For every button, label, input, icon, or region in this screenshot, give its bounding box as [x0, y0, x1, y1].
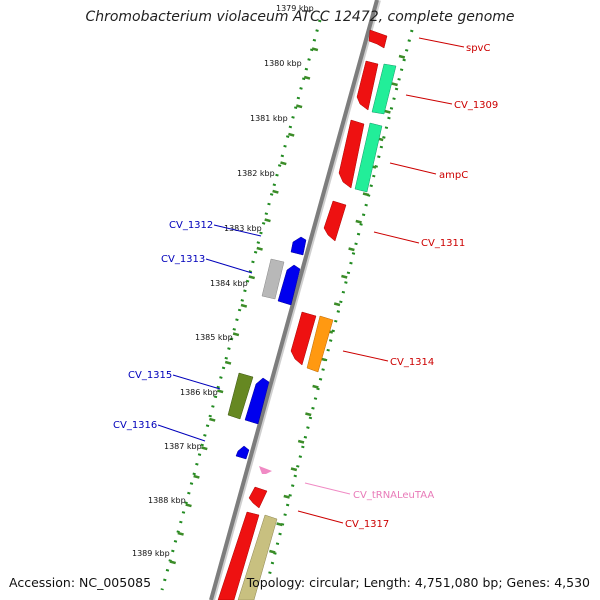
tick-mark-left [232, 332, 240, 337]
leader-line-ampC [389, 162, 437, 175]
tick-mark-left [193, 474, 200, 479]
leader-line-CV_1315 [172, 374, 221, 390]
gene-label-CV_1309[interactable]: CV_1309 [454, 100, 498, 111]
tick-mark-left [216, 389, 224, 394]
tick-label: 1381 kbp [250, 114, 288, 123]
tick-mark-right [290, 467, 298, 472]
tick-mark-right [312, 384, 319, 389]
tick-mark-right [341, 274, 348, 279]
gene-label-CV_1311[interactable]: CV_1311 [421, 238, 465, 249]
gene-feature-red-4[interactable] [217, 511, 260, 600]
tick-mark-left [295, 104, 303, 109]
leader-line-spvC [418, 37, 465, 48]
tick-mark-left [272, 189, 279, 194]
gene-feature-red-1[interactable] [356, 60, 379, 111]
gene-feature-CV_1316[interactable] [235, 445, 250, 460]
gene-label-CV_1313[interactable]: CV_1313 [161, 254, 205, 265]
gene-label-CV_tRNALeuTAA[interactable]: CV_tRNALeuTAA [353, 490, 434, 501]
gene-label-CV_1312[interactable]: CV_1312 [169, 220, 213, 231]
tick-mark-left [240, 303, 248, 308]
leader-line-CV_1313 [205, 258, 253, 274]
gene-label-spvC[interactable]: spvC [466, 43, 490, 54]
tick-label: 1389 kbp [132, 549, 170, 558]
gene-label-CV_1317[interactable]: CV_1317 [345, 519, 389, 530]
tick-mark-right [276, 522, 283, 527]
tick-mark-right [362, 192, 370, 197]
tick-mark-right [398, 54, 406, 59]
gene-feature-red-2[interactable] [338, 119, 365, 189]
tick-mark-right [384, 109, 391, 114]
leader-line-CV_1316 [157, 424, 206, 442]
tick-mark-right [391, 82, 398, 87]
gene-feature-CV_1311[interactable] [323, 200, 347, 242]
gene-feature-blue-3[interactable] [244, 377, 270, 425]
reverse-strand-features [227, 236, 307, 460]
gene-feature-CV_tRNALeuTAA[interactable] [259, 466, 272, 474]
gene-feature-khaki[interactable] [237, 514, 278, 600]
leader-lines [157, 37, 465, 524]
tick-mark-right [269, 549, 276, 554]
tick-label: 1388 kbp [148, 496, 186, 505]
tick-label: 1384 kbp [210, 279, 248, 288]
tick-mark-left [224, 360, 232, 365]
tick-mark-left [280, 161, 287, 166]
genome-summary-text: Topology: circular; Length: 4,751,080 bp… [246, 575, 590, 590]
leader-line-CV_1309 [405, 94, 453, 105]
gene-feature-CV_1315[interactable] [227, 372, 254, 420]
tick-mark-left [209, 417, 216, 422]
tick-mark-left [169, 560, 177, 565]
tick-mark-right [355, 219, 362, 224]
tick-mark-right [297, 439, 305, 444]
tick-labels: 1379 kbp 1380 kbp 1381 kbp 1382 kbp 1383… [132, 4, 314, 558]
tick-mark-right [348, 247, 355, 252]
leader-line-CV_1317 [297, 510, 344, 524]
tick-mark-left [303, 75, 311, 80]
tick-label: 1386 kbp [180, 388, 218, 397]
tick-label: 1382 kbp [237, 169, 275, 178]
tick-mark-right [283, 494, 290, 499]
gene-feature-CV_1314[interactable] [306, 315, 334, 373]
gene-label-CV_1315[interactable]: CV_1315 [128, 370, 172, 381]
gene-feature-CV_1313[interactable] [277, 264, 301, 306]
tick-mark-left [248, 275, 256, 280]
map-title: Chromobacterium violaceum ATCC 12472, co… [85, 9, 515, 25]
tick-mark-left [201, 446, 208, 451]
gene-feature-CV_1312[interactable] [290, 236, 307, 256]
tick-label: 1380 kbp [264, 59, 302, 68]
tick-label: 1379 kbp [276, 4, 314, 13]
leader-line-CV_1312 [213, 224, 262, 237]
tick-mark-left [288, 132, 295, 137]
tick-mark-right [333, 302, 341, 307]
tick-marks [169, 47, 406, 565]
leader-line-CV_1311 [373, 231, 420, 244]
tick-mark-left [177, 531, 184, 536]
tick-mark-left [264, 218, 271, 223]
gene-feature-ampC[interactable] [354, 122, 383, 193]
gene-feature-gray[interactable] [261, 258, 285, 300]
leader-line-CV_tRNALeuTAA [304, 482, 351, 495]
gene-feature-spvC[interactable] [368, 29, 388, 49]
reverse-gene-labels: CV_1312 CV_1313 CV_1315 CV_1316 [113, 220, 213, 431]
gene-feature-red-3[interactable] [290, 311, 317, 366]
tick-label: 1385 kbp [195, 333, 233, 342]
tick-mark-left [256, 246, 263, 251]
tick-label: 1387 kbp [164, 442, 202, 451]
gene-feature-CV_1317[interactable] [248, 486, 268, 509]
backbone [209, 0, 381, 600]
forward-strand-features [217, 29, 397, 600]
gene-feature-CV_1309[interactable] [371, 63, 397, 115]
gene-label-CV_1314[interactable]: CV_1314 [390, 357, 434, 368]
tick-label: 1383 kbp [224, 224, 262, 233]
tick-mark-left [311, 47, 319, 52]
leader-line-CV_1314 [342, 350, 389, 362]
accession-text: Accession: NC_005085 [9, 575, 152, 590]
tick-mark-left [185, 503, 192, 508]
forward-gene-labels: spvC CV_1309 ampC CV_1311 CV_1314 CV_tRN… [345, 43, 498, 530]
gene-label-ampC[interactable]: ampC [439, 170, 468, 181]
gene-label-CV_1316[interactable]: CV_1316 [113, 420, 157, 431]
tick-mark-right [305, 412, 312, 417]
